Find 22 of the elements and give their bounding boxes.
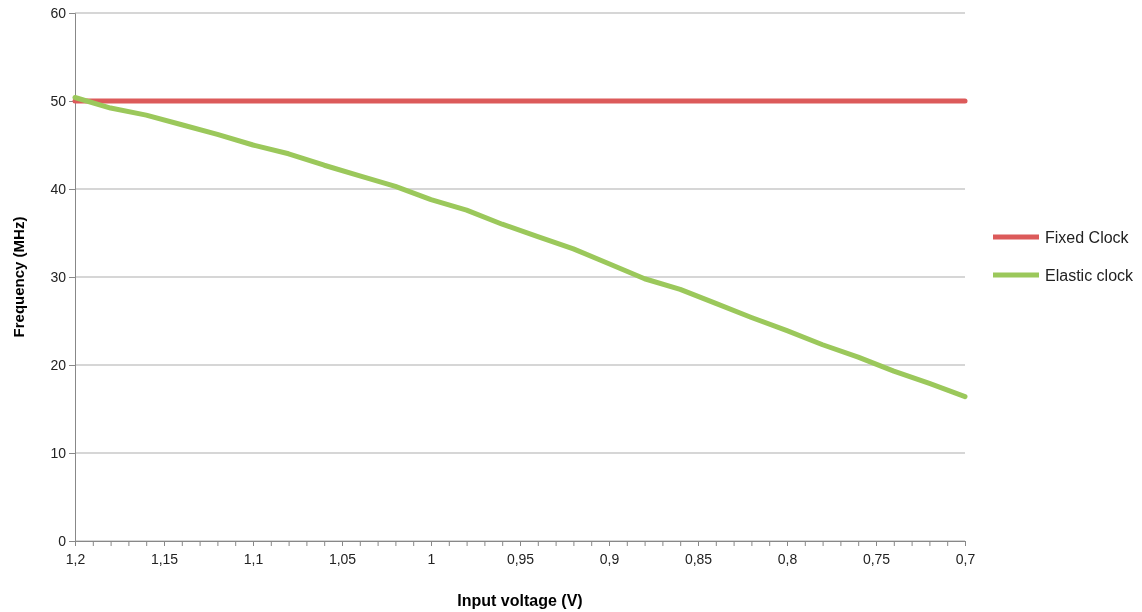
legend-label: Elastic clock [1045,266,1135,284]
x-axis-title: Input voltage (V) [457,592,583,609]
legend-label: Fixed Clock [1045,228,1130,246]
y-tick-label: 20 [50,356,67,373]
y-tick-label: 0 [58,532,67,549]
y-tick-label: 40 [50,180,67,197]
x-tick-label: 1,05 [328,551,357,568]
x-tick-label: 0,9 [599,551,620,568]
x-tick-label: 0,75 [862,551,891,568]
x-tick-label: 1 [427,551,436,568]
y-tick-label: 60 [50,4,67,21]
x-tick-label: 1,1 [243,551,264,568]
y-tick-label: 30 [50,268,67,285]
x-tick-label: 0,7 [955,551,976,568]
x-tick-label: 1,15 [150,551,179,568]
x-tick-label: 0,95 [506,551,535,568]
y-axis-title: Frequency (MHz) [10,216,27,338]
y-tick-label: 50 [50,92,67,109]
x-tick-label: 0,85 [684,551,713,568]
x-tick-label: 0,8 [777,551,798,568]
x-tick-label: 1,2 [65,551,86,568]
y-tick-label: 10 [50,444,67,461]
